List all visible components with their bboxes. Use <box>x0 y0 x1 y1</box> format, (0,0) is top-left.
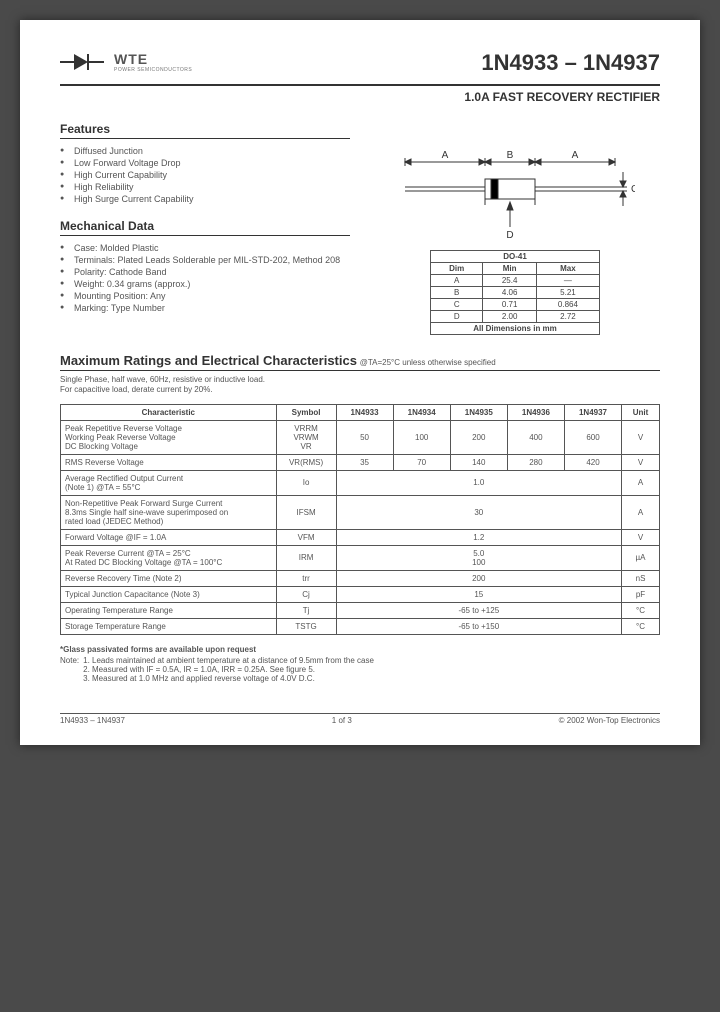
table-row: Average Rectified Output Current (Note 1… <box>61 470 660 495</box>
footer-right: © 2002 Won-Top Electronics <box>559 716 660 725</box>
svg-text:D: D <box>506 230 513 241</box>
table-row: Forward Voltage @IF = 1.0AVFM1.2V <box>61 529 660 545</box>
table-row: RMS Reverse VoltageVR(RMS)3570140280420V <box>61 454 660 470</box>
mechanical-item: Polarity: Cathode Band <box>60 266 350 278</box>
feature-item: Diffused Junction <box>60 145 350 157</box>
logo-text: WTE <box>114 51 192 67</box>
page-header: WTE POWER SEMICONDUCTORS 1N4933 – 1N4937 <box>60 50 660 76</box>
mechanical-item: Mounting Position: Any <box>60 290 350 302</box>
feature-item: High Reliability <box>60 181 350 193</box>
mechanical-item: Case: Molded Plastic <box>60 242 350 254</box>
ratings-rule <box>60 370 660 371</box>
footnotes: *Glass passivated forms are available up… <box>60 645 660 683</box>
product-subtitle: 1.0A FAST RECOVERY RECTIFIER <box>60 90 660 104</box>
table-row: Reverse Recovery Time (Note 2)trr200nS <box>61 570 660 586</box>
datasheet-page: WTE POWER SEMICONDUCTORS 1N4933 – 1N4937… <box>20 20 700 745</box>
table-row: Peak Repetitive Reverse Voltage Working … <box>61 420 660 454</box>
feature-item: High Surge Current Capability <box>60 193 350 205</box>
table-row: Operating Temperature RangeTj-65 to +125… <box>61 602 660 618</box>
mechanical-item: Marking: Type Number <box>60 302 350 314</box>
svg-text:A: A <box>572 150 579 161</box>
features-heading: Features <box>60 122 350 139</box>
svg-text:A: A <box>442 150 449 161</box>
table-row: Peak Reverse Current @TA = 25°C At Rated… <box>61 545 660 570</box>
dimension-table: DO-41 DimMinMax A25.4—B4.065.21C0.710.86… <box>430 250 600 323</box>
ratings-condition: @TA=25°C unless otherwise specified <box>360 358 496 367</box>
feature-item: High Current Capability <box>60 169 350 181</box>
mechanical-item: Terminals: Plated Leads Solderable per M… <box>60 254 350 266</box>
footer-center: 1 of 3 <box>332 716 352 725</box>
page-footer: 1N4933 – 1N4937 1 of 3 © 2002 Won-Top El… <box>60 714 660 725</box>
mechanical-list: Case: Molded PlasticTerminals: Plated Le… <box>60 242 350 314</box>
header-rule <box>60 84 660 86</box>
part-number-title: 1N4933 – 1N4937 <box>481 50 660 76</box>
dim-table-title: DO-41 <box>431 251 600 263</box>
svg-text:B: B <box>507 150 514 161</box>
glass-note: *Glass passivated forms are available up… <box>60 645 660 654</box>
feature-item: Low Forward Voltage Drop <box>60 157 350 169</box>
dim-caption: All Dimensions in mm <box>430 323 600 335</box>
svg-text:C: C <box>631 184 635 195</box>
characteristics-table: CharacteristicSymbol1N49331N49341N49351N… <box>60 404 660 635</box>
footer-left: 1N4933 – 1N4937 <box>60 716 125 725</box>
mechanical-heading: Mechanical Data <box>60 219 350 236</box>
diode-logo-icon <box>60 50 108 74</box>
package-diagram: A B A C D <box>395 132 635 242</box>
company-logo: WTE POWER SEMICONDUCTORS <box>60 50 192 74</box>
table-row: Non-Repetitive Peak Forward Surge Curren… <box>61 495 660 529</box>
table-row: Typical Junction Capacitance (Note 3)Cj1… <box>61 586 660 602</box>
ratings-title: Maximum Ratings and Electrical Character… <box>60 353 357 368</box>
features-list: Diffused JunctionLow Forward Voltage Dro… <box>60 145 350 205</box>
mechanical-item: Weight: 0.34 grams (approx.) <box>60 278 350 290</box>
ratings-note: Single Phase, half wave, 60Hz, resistive… <box>60 375 660 396</box>
table-row: Storage Temperature RangeTSTG-65 to +150… <box>61 618 660 634</box>
logo-subtitle: POWER SEMICONDUCTORS <box>114 67 192 73</box>
